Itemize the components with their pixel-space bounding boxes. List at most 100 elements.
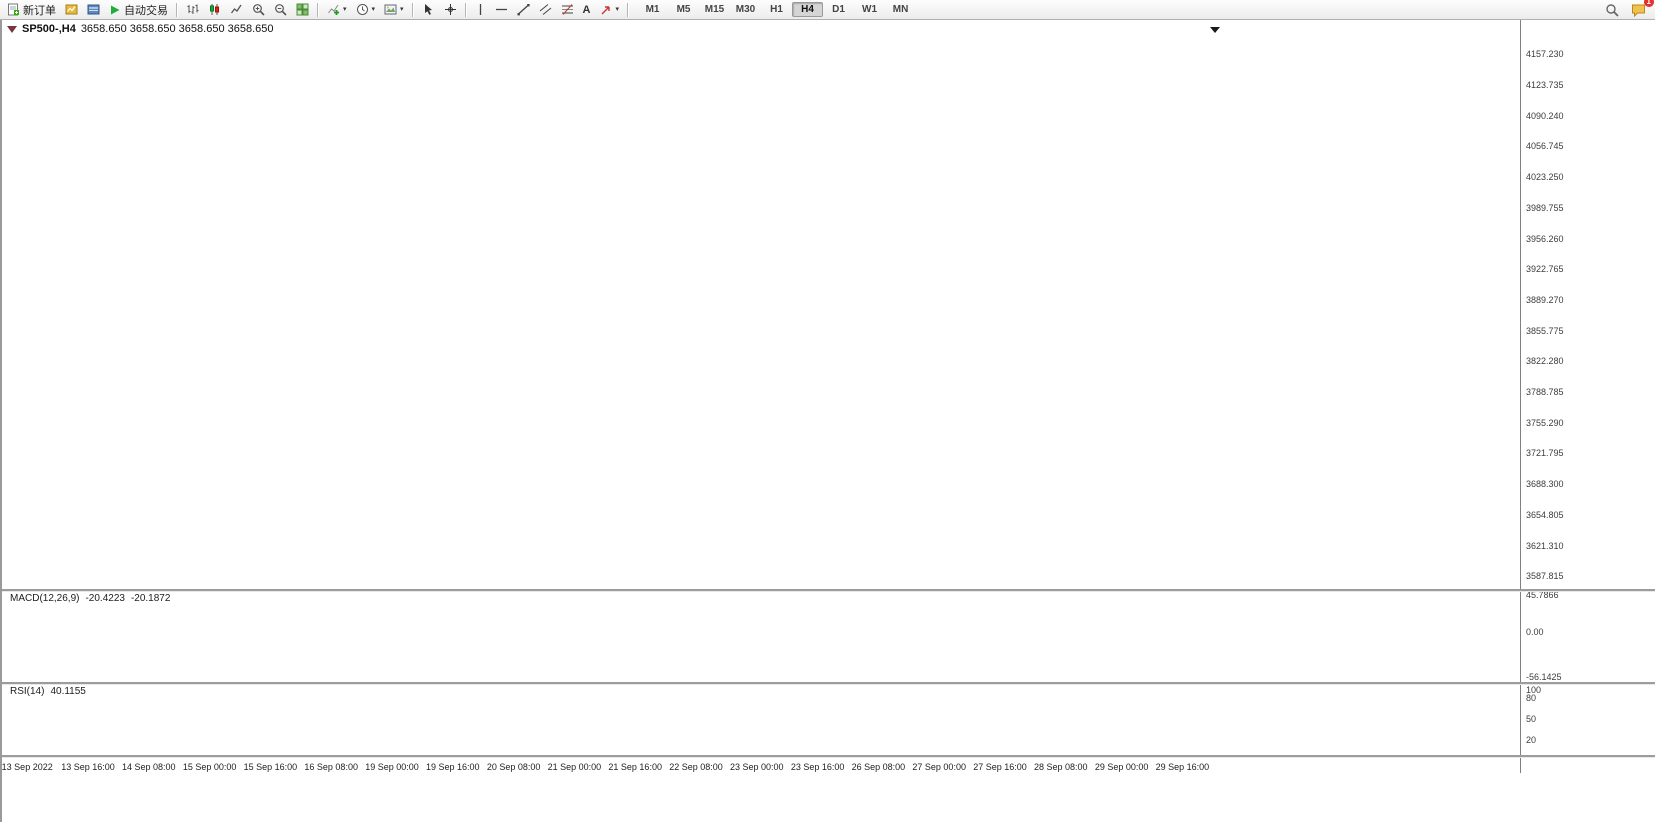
new-order-label: 新订单 xyxy=(23,4,56,17)
toolbar-separator xyxy=(317,2,319,17)
y-axis-label: 3755.290 xyxy=(1526,417,1564,428)
arrows-tool-button[interactable]: ▾ xyxy=(596,0,624,19)
y-axis-label: 3788.785 xyxy=(1526,387,1564,398)
y-axis-label: 3587.815 xyxy=(1526,571,1564,582)
zoom-out-button[interactable] xyxy=(270,0,291,19)
arrow-shape-icon xyxy=(601,6,610,15)
auto-trading-icon xyxy=(111,5,120,14)
chat-bubble-icon xyxy=(1632,4,1645,17)
rsi-axis-label: 100 xyxy=(1526,685,1542,695)
clock-icon xyxy=(356,4,368,15)
periods-caret-icon: ▾ xyxy=(371,6,376,13)
time-axis-label: 19 Sep 00:00 xyxy=(365,762,419,772)
timeframe-d1-button[interactable]: D1 xyxy=(832,4,845,15)
time-axis-label: 13 Sep 16:00 xyxy=(61,762,115,772)
notifications-button[interactable]: 1 xyxy=(1627,0,1654,19)
chart-symbol-period: SP500-,H4 xyxy=(22,23,76,35)
y-axis-label: 3855.775 xyxy=(1526,325,1564,336)
toolbar-separator xyxy=(627,2,630,17)
toolbar-separator xyxy=(176,2,178,17)
channel-icon xyxy=(539,4,551,15)
indicators-caret-icon: ▾ xyxy=(343,6,347,13)
price-chart-canvas[interactable] xyxy=(2,20,1655,822)
y-axis-label: 3989.755 xyxy=(1526,202,1564,213)
zoom-in-button[interactable] xyxy=(248,0,269,19)
search-icon xyxy=(1606,3,1619,17)
main-toolbar: 新订单 自动交易 xyxy=(0,0,1655,20)
y-axis-label: 4123.735 xyxy=(1526,79,1564,90)
time-axis-label: 21 Sep 16:00 xyxy=(608,762,662,772)
y-axis-label: 4023.250 xyxy=(1526,172,1564,183)
timeframe-h4-button[interactable]: H4 xyxy=(792,2,824,17)
search-button[interactable] xyxy=(1601,0,1623,19)
zoom-in-icon xyxy=(253,4,265,16)
timeframe-m1-button[interactable]: M1 xyxy=(645,4,660,15)
time-axis-label: 13 Sep 2022 xyxy=(1,762,53,772)
one-click-trading-toggle-icon[interactable] xyxy=(7,25,17,33)
auto-trading-button[interactable]: 自动交易 xyxy=(105,0,172,19)
tile-windows-icon xyxy=(296,3,309,16)
templates-button[interactable]: ▾ xyxy=(380,0,408,19)
y-axis-label: 3889.270 xyxy=(1526,294,1564,305)
data-window-icon xyxy=(87,4,100,15)
channel-tool-button[interactable] xyxy=(535,0,556,19)
time-axis-label: 22 Sep 08:00 xyxy=(669,762,723,772)
chart-shift-marker[interactable] xyxy=(1210,27,1220,33)
cursor-icon xyxy=(424,4,432,15)
tile-windows-button[interactable] xyxy=(292,0,313,19)
time-axis-label: 15 Sep 16:00 xyxy=(243,762,298,772)
crosshair-tool-button[interactable] xyxy=(440,0,461,19)
timeframe-w1-button[interactable]: W1 xyxy=(862,4,878,15)
window-separator[interactable] xyxy=(2,589,1655,592)
time-axis-label: 15 Sep 00:00 xyxy=(182,762,237,772)
fibonacci-icon xyxy=(561,4,573,15)
profiles-button[interactable] xyxy=(61,0,82,19)
y-axis-label: 4056.745 xyxy=(1526,141,1564,152)
cursor-tool-button[interactable] xyxy=(418,0,439,19)
y-axis-label: 3721.795 xyxy=(1526,448,1564,459)
trendline-tool-button[interactable] xyxy=(513,0,534,19)
line-chart-icon xyxy=(230,4,242,14)
macd-axis-label: 0.00 xyxy=(1526,626,1544,637)
rsi-value: 40.1155 xyxy=(50,686,86,697)
y-axis-label: 3922.765 xyxy=(1526,264,1564,275)
text-tool-icon: A xyxy=(582,3,591,16)
fibonacci-tool-button[interactable] xyxy=(557,0,578,19)
time-axis-label: 21 Sep 00:00 xyxy=(547,762,602,772)
indicators-button[interactable]: ▾ xyxy=(323,0,351,19)
chart-title: SP500-,H4 3658.650 3658.650 3658.650 365… xyxy=(7,23,274,35)
macd-name: MACD(12,26,9) xyxy=(10,593,80,604)
timeframe-m5-button[interactable]: M5 xyxy=(676,4,691,15)
rsi-name: RSI(14) xyxy=(10,686,45,697)
toolbar-separator xyxy=(464,2,467,17)
time-axis-label: 28 Sep 08:00 xyxy=(1034,762,1088,772)
window-separator[interactable] xyxy=(2,755,1655,758)
y-axis-label: 3688.300 xyxy=(1526,479,1564,490)
y-axis-label: 3654.805 xyxy=(1526,509,1564,520)
vertical-line-tool-button[interactable] xyxy=(471,0,490,19)
horizontal-line-tool-button[interactable] xyxy=(491,0,512,19)
timeframe-m30-button[interactable]: M30 xyxy=(735,4,756,15)
window-separator[interactable] xyxy=(2,682,1655,685)
text-tool-button[interactable]: A xyxy=(579,0,595,19)
horizontal-line-icon xyxy=(495,8,507,11)
chart-window: SP500-,H4 3658.650 3658.650 3658.650 365… xyxy=(0,20,1655,822)
line-chart-button[interactable] xyxy=(226,0,247,19)
timeframe-m15-button[interactable]: M15 xyxy=(704,4,725,15)
auto-trading-label: 自动交易 xyxy=(124,4,168,17)
timeframe-mn-button[interactable]: MN xyxy=(892,4,909,15)
time-axis-label: 14 Sep 08:00 xyxy=(122,762,176,772)
y-axis-label: 4090.240 xyxy=(1526,110,1564,121)
periods-button[interactable]: ▾ xyxy=(352,0,380,19)
bar-chart-icon xyxy=(187,4,199,14)
bar-chart-button[interactable] xyxy=(182,0,203,19)
macd-axis-label: 45.7866 xyxy=(1526,590,1559,600)
new-order-button[interactable]: 新订单 xyxy=(3,0,60,19)
timeframe-h1-button[interactable]: H1 xyxy=(770,4,783,15)
data-window-button[interactable] xyxy=(83,0,104,19)
candlestick-chart-button[interactable] xyxy=(204,0,225,19)
y-axis-label: 3822.280 xyxy=(1526,356,1564,367)
crosshair-icon xyxy=(444,4,456,15)
price-axis[interactable] xyxy=(1520,20,1655,773)
